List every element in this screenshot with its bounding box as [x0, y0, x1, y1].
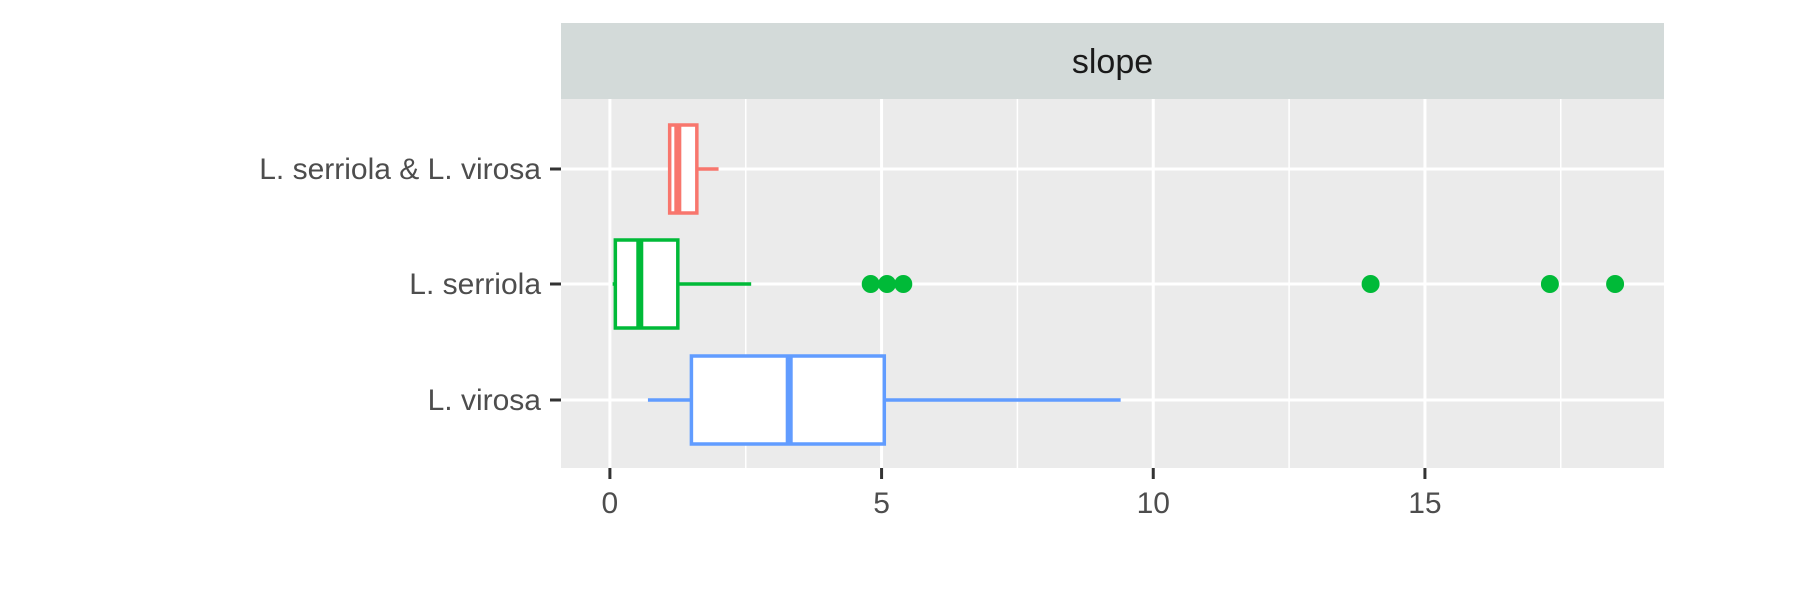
box-iqr [613, 238, 680, 330]
y-tick-label: L. virosa [428, 384, 542, 417]
outlier-point [1606, 275, 1625, 293]
outlier-point [878, 275, 897, 293]
outlier-point [861, 275, 880, 293]
outlier-point [1361, 275, 1380, 293]
x-tick-label: 10 [1137, 487, 1170, 520]
strip-background [561, 23, 1664, 99]
x-tick-label: 0 [602, 487, 619, 520]
box-group [647, 354, 1121, 446]
box-group [667, 123, 719, 215]
y-tick-label: L. serriola & L. virosa [259, 153, 541, 186]
axes: L. serriola & L. virosa L. serriola L. vir… [259, 153, 1441, 520]
y-tick-label: L. serriola [409, 268, 541, 301]
box-iqr [667, 123, 699, 215]
box-series [612, 123, 1625, 446]
x-tick-label: 15 [1408, 487, 1441, 520]
box-group [612, 238, 1625, 330]
outlier-point [894, 275, 913, 293]
outlier-point [1540, 275, 1559, 293]
x-tick-label: 5 [873, 487, 890, 520]
facet-strip-label: slope [1072, 43, 1153, 81]
